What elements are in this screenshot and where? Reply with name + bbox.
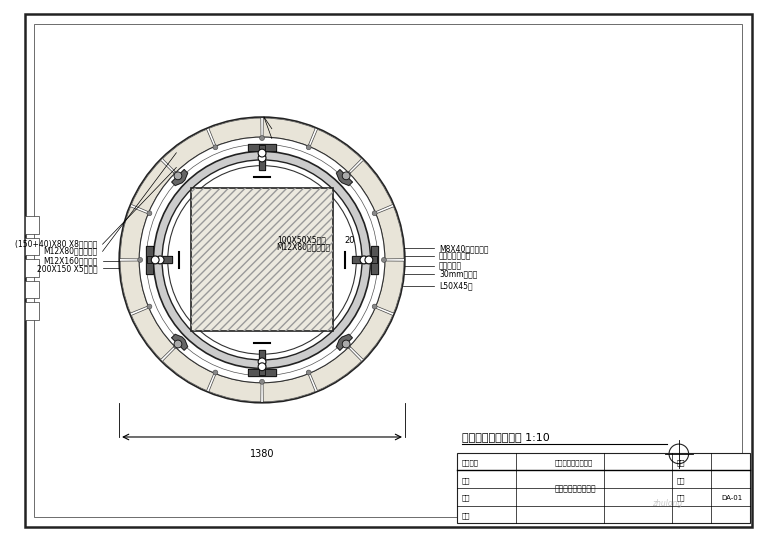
- Wedge shape: [263, 374, 315, 402]
- Circle shape: [260, 379, 264, 384]
- Text: 校对: 校对: [462, 494, 470, 501]
- Wedge shape: [310, 347, 362, 391]
- Circle shape: [174, 172, 182, 180]
- Text: M12X80不锈钢螺栓: M12X80不锈钢螺栓: [43, 247, 98, 256]
- Wedge shape: [131, 161, 174, 212]
- Bar: [191, 188, 334, 331]
- Circle shape: [258, 363, 266, 371]
- Wedge shape: [120, 261, 148, 313]
- Text: (150+40)X80 X8竖向锚板: (150+40)X80 X8竖向锚板: [15, 240, 98, 249]
- Circle shape: [382, 258, 386, 262]
- Circle shape: [342, 340, 350, 348]
- Wedge shape: [350, 308, 393, 359]
- Circle shape: [154, 151, 371, 368]
- Polygon shape: [147, 256, 172, 263]
- Wedge shape: [131, 308, 174, 359]
- Circle shape: [173, 344, 179, 348]
- Circle shape: [151, 256, 159, 264]
- Bar: [24, 237, 40, 255]
- Text: 石材包圆柱横剖节点 1:10: 石材包圆柱横剖节点 1:10: [462, 432, 549, 442]
- Text: 200X150 X5钢板垫: 200X150 X5钢板垫: [37, 264, 98, 273]
- Wedge shape: [350, 161, 393, 212]
- Polygon shape: [146, 246, 153, 274]
- Text: 30mm厚石材: 30mm厚石材: [439, 270, 477, 279]
- Text: 1380: 1380: [250, 448, 274, 459]
- Wedge shape: [209, 374, 261, 402]
- Circle shape: [346, 171, 350, 176]
- Circle shape: [260, 136, 264, 141]
- Polygon shape: [249, 369, 276, 376]
- Wedge shape: [310, 129, 362, 172]
- Wedge shape: [163, 347, 214, 391]
- Circle shape: [147, 211, 152, 216]
- Text: M12X160化学锚栓: M12X160化学锚栓: [43, 257, 98, 266]
- Text: 比例: 比例: [677, 477, 686, 484]
- Polygon shape: [372, 246, 378, 274]
- Polygon shape: [172, 334, 188, 350]
- Circle shape: [114, 112, 410, 408]
- Text: 干挂镀锌件: 干挂镀锌件: [439, 261, 462, 270]
- Circle shape: [213, 145, 218, 150]
- Text: M8X40不锈钢螺栓: M8X40不锈钢螺栓: [439, 244, 489, 253]
- Bar: [24, 302, 40, 320]
- Text: zhulong: zhulong: [652, 499, 682, 508]
- Text: 审核: 审核: [462, 512, 470, 519]
- Polygon shape: [258, 145, 265, 170]
- Circle shape: [360, 256, 368, 264]
- Text: 图号: 图号: [677, 494, 686, 501]
- Text: 某办公楼石材包圆柱: 某办公楼石材包圆柱: [555, 459, 593, 466]
- Text: 100X50X5钢管: 100X50X5钢管: [277, 235, 325, 245]
- Text: DA-01: DA-01: [721, 495, 742, 501]
- Text: M12X80不锈钢螺栓: M12X80不锈钢螺栓: [277, 242, 331, 252]
- Circle shape: [213, 370, 218, 375]
- Circle shape: [147, 304, 152, 309]
- Polygon shape: [337, 334, 353, 350]
- Text: 20: 20: [344, 236, 354, 245]
- Wedge shape: [120, 207, 148, 259]
- Wedge shape: [376, 207, 404, 259]
- Circle shape: [258, 358, 266, 366]
- Circle shape: [258, 149, 266, 157]
- Circle shape: [138, 258, 143, 262]
- Bar: [24, 281, 40, 299]
- Circle shape: [173, 171, 179, 176]
- Circle shape: [139, 137, 385, 383]
- Wedge shape: [376, 261, 404, 313]
- Circle shape: [258, 154, 266, 162]
- Circle shape: [306, 370, 311, 375]
- Circle shape: [342, 172, 350, 180]
- Circle shape: [174, 340, 182, 348]
- Text: 图号: 图号: [677, 459, 686, 466]
- Bar: [191, 188, 334, 331]
- Circle shape: [119, 117, 405, 403]
- Circle shape: [365, 256, 373, 264]
- Circle shape: [372, 211, 377, 216]
- Circle shape: [306, 145, 311, 150]
- Polygon shape: [337, 169, 353, 186]
- Text: L50X45钢: L50X45钢: [439, 281, 473, 290]
- Text: 设计: 设计: [462, 477, 470, 484]
- Bar: [457, 453, 750, 523]
- Circle shape: [372, 304, 377, 309]
- Bar: [24, 259, 40, 277]
- Text: 工程名称: 工程名称: [462, 459, 479, 466]
- Wedge shape: [263, 118, 315, 146]
- Polygon shape: [172, 169, 188, 186]
- Text: 石材包圆柱横剖节点: 石材包圆柱横剖节点: [555, 485, 597, 493]
- Bar: [24, 216, 40, 234]
- Polygon shape: [352, 256, 377, 263]
- Circle shape: [156, 256, 164, 264]
- Circle shape: [162, 160, 362, 360]
- Wedge shape: [209, 118, 261, 146]
- Polygon shape: [249, 144, 276, 150]
- Wedge shape: [163, 129, 214, 172]
- Polygon shape: [258, 350, 265, 374]
- Circle shape: [168, 166, 356, 354]
- Text: 加硅密封胶填实: 加硅密封胶填实: [439, 251, 471, 260]
- Circle shape: [346, 344, 350, 348]
